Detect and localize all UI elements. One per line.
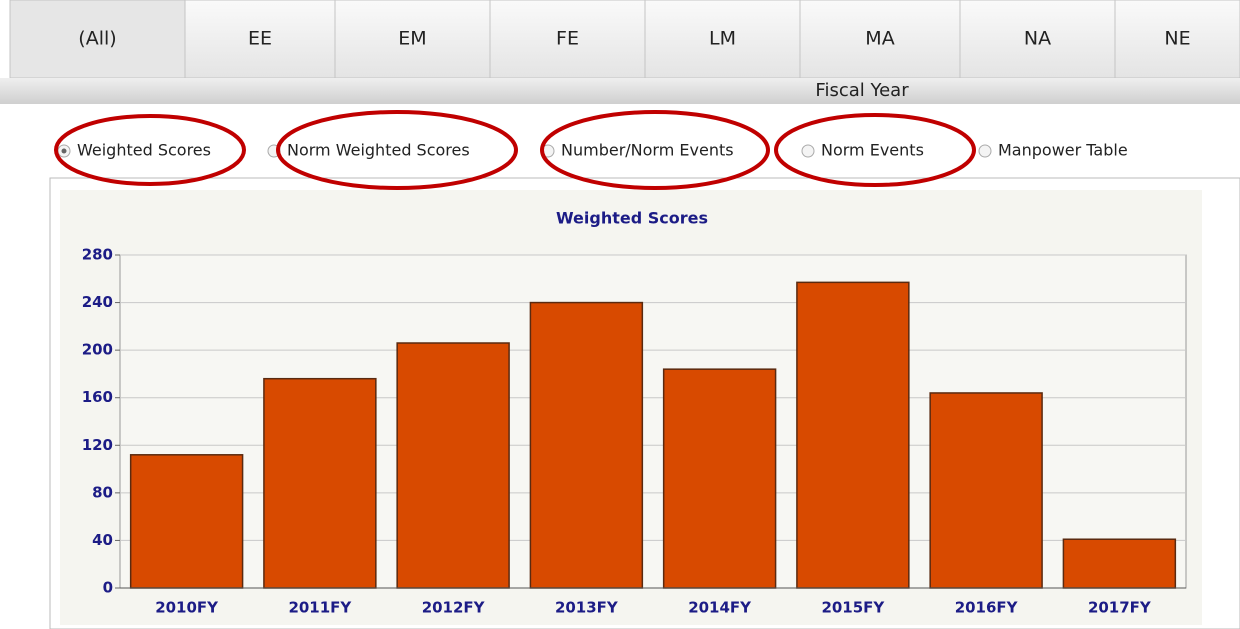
bar bbox=[263, 377, 377, 589]
highlight-ellipse bbox=[774, 113, 976, 187]
plot: 0 40 80 120 160 200 240 280 2010FY 2011FY 2012FY 20… bbox=[82, 246, 1187, 617]
radio-label[interactable]: Manpower Table bbox=[998, 141, 1128, 160]
header-bar bbox=[0, 78, 1240, 104]
radio-label[interactable]: Weighted Scores bbox=[77, 141, 211, 160]
x-tick-label: 2015FY bbox=[821, 599, 885, 617]
tab-label[interactable]: EM bbox=[398, 28, 426, 50]
tab[interactable] bbox=[959, 0, 1116, 79]
tab-label[interactable]: NA bbox=[1024, 28, 1051, 50]
annotations bbox=[54, 110, 976, 190]
bar bbox=[662, 368, 777, 589]
x-tick-label: 2012FY bbox=[422, 599, 486, 617]
tab[interactable] bbox=[184, 0, 336, 79]
tab[interactable] bbox=[334, 0, 491, 79]
y-tick-label: 240 bbox=[82, 293, 113, 311]
highlight-ellipse bbox=[54, 114, 246, 186]
bar bbox=[129, 454, 244, 589]
x-tick-label: 2011FY bbox=[288, 599, 352, 617]
y-tick-label: 0 bbox=[103, 579, 113, 597]
y-tick-label: 80 bbox=[92, 483, 113, 501]
radio-dot bbox=[61, 148, 67, 154]
tab-label[interactable]: FE bbox=[556, 28, 579, 50]
radio-label[interactable]: Number/Norm Events bbox=[561, 141, 734, 160]
y-tick-label: 280 bbox=[82, 246, 113, 264]
tab[interactable] bbox=[1114, 0, 1240, 79]
x-tick-label: 2013FY bbox=[555, 599, 619, 617]
tab-label[interactable]: MA bbox=[865, 28, 894, 50]
tab-label[interactable]: NE bbox=[1164, 28, 1190, 50]
tab[interactable] bbox=[644, 0, 801, 79]
x-tick-label: 2017FY bbox=[1088, 599, 1152, 617]
highlight-ellipse bbox=[540, 110, 770, 190]
highlight-ellipse bbox=[276, 110, 518, 190]
bar bbox=[396, 342, 510, 589]
tab-label[interactable]: (All) bbox=[78, 28, 116, 50]
x-tick-label: 2016FY bbox=[955, 599, 1019, 617]
bar bbox=[929, 392, 1043, 589]
y-tick-label: 120 bbox=[82, 436, 113, 454]
radio-label[interactable]: Norm Weighted Scores bbox=[287, 141, 470, 160]
tab-label[interactable]: LM bbox=[709, 28, 736, 50]
tab[interactable] bbox=[9, 0, 186, 79]
radio-button[interactable] bbox=[801, 144, 815, 158]
bar bbox=[1062, 538, 1177, 589]
tab[interactable] bbox=[489, 0, 646, 79]
y-tick-label: 40 bbox=[92, 531, 113, 549]
y-tick-label: 160 bbox=[82, 388, 113, 406]
radio-label[interactable]: Norm Events bbox=[821, 141, 924, 160]
tab-label[interactable]: EE bbox=[248, 28, 272, 50]
chart-title: Weighted Scores bbox=[556, 209, 708, 228]
tab[interactable] bbox=[799, 0, 961, 79]
bar bbox=[796, 281, 910, 589]
bar bbox=[529, 301, 644, 589]
y-tick-label: 200 bbox=[82, 341, 113, 359]
header-title: Fiscal Year bbox=[815, 80, 909, 101]
radio-button[interactable] bbox=[978, 144, 992, 158]
x-tick-label: 2010FY bbox=[155, 599, 219, 617]
radio-group: Weighted Scores Norm Weighted Scores Numbe… bbox=[57, 141, 1128, 160]
x-tick-label: 2014FY bbox=[688, 599, 752, 617]
tab-bar: (All) EE EM FE LM MA NA NE bbox=[9, 0, 1240, 79]
